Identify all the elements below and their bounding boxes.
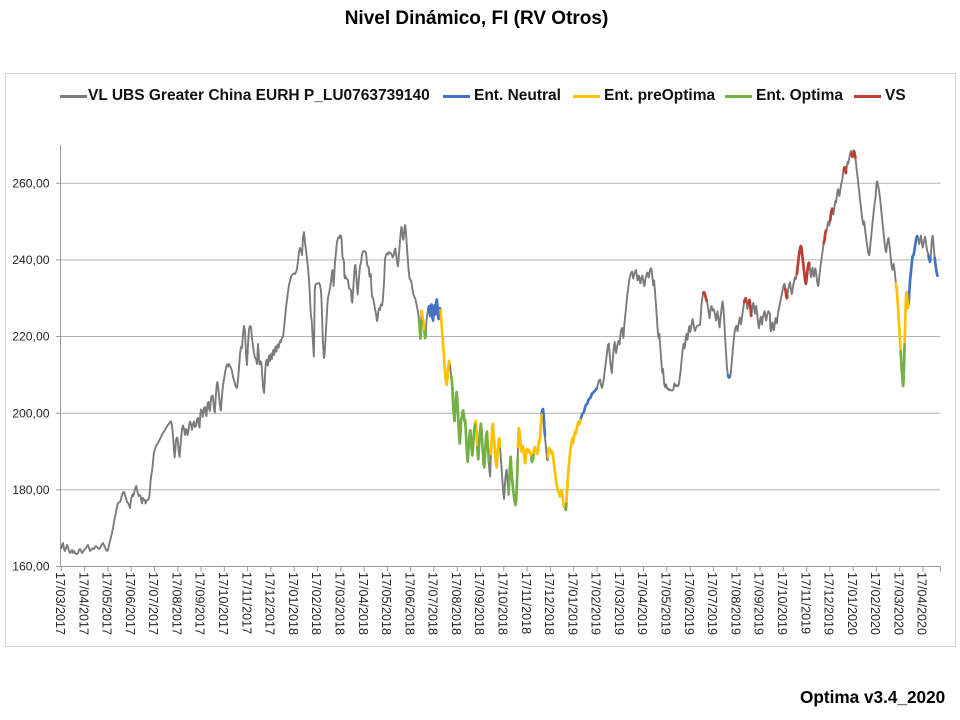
svg-text:17/12/2018: 17/12/2018 <box>542 572 556 635</box>
svg-text:17/11/2017: 17/11/2017 <box>239 572 253 634</box>
svg-text:17/04/2018: 17/04/2018 <box>356 572 370 635</box>
svg-text:17/08/2018: 17/08/2018 <box>449 572 463 635</box>
svg-text:17/08/2019: 17/08/2019 <box>728 572 742 635</box>
svg-text:17/04/2017: 17/04/2017 <box>76 572 90 635</box>
svg-text:17/04/2019: 17/04/2019 <box>635 572 649 635</box>
svg-text:260,00: 260,00 <box>12 176 49 190</box>
svg-text:17/12/2019: 17/12/2019 <box>822 572 836 635</box>
svg-text:17/02/2019: 17/02/2019 <box>589 572 603 635</box>
svg-text:17/05/2018: 17/05/2018 <box>379 572 393 635</box>
svg-text:17/12/2017: 17/12/2017 <box>263 572 277 635</box>
svg-text:17/03/2017: 17/03/2017 <box>53 572 67 635</box>
svg-text:17/10/2017: 17/10/2017 <box>216 572 230 635</box>
svg-text:17/09/2018: 17/09/2018 <box>472 572 486 635</box>
svg-text:17/02/2018: 17/02/2018 <box>309 572 323 635</box>
svg-text:17/01/2019: 17/01/2019 <box>565 572 579 635</box>
svg-text:17/04/2020: 17/04/2020 <box>915 572 929 635</box>
svg-text:17/09/2019: 17/09/2019 <box>752 572 766 635</box>
svg-text:17/11/2019: 17/11/2019 <box>798 572 812 634</box>
svg-text:17/08/2017: 17/08/2017 <box>169 572 183 635</box>
svg-text:17/02/2020: 17/02/2020 <box>868 572 882 635</box>
svg-text:220,00: 220,00 <box>12 330 49 344</box>
svg-text:17/11/2018: 17/11/2018 <box>519 572 533 634</box>
svg-text:17/06/2018: 17/06/2018 <box>402 572 416 635</box>
svg-text:17/07/2019: 17/07/2019 <box>705 572 719 635</box>
svg-text:17/01/2018: 17/01/2018 <box>286 572 300 635</box>
svg-text:240,00: 240,00 <box>12 253 49 267</box>
svg-text:17/10/2019: 17/10/2019 <box>775 572 789 635</box>
svg-text:200,00: 200,00 <box>12 406 49 420</box>
svg-text:17/06/2019: 17/06/2019 <box>682 572 696 635</box>
svg-text:17/03/2018: 17/03/2018 <box>333 572 347 635</box>
svg-text:17/07/2017: 17/07/2017 <box>146 572 160 635</box>
svg-text:17/03/2020: 17/03/2020 <box>891 572 905 635</box>
svg-text:17/01/2020: 17/01/2020 <box>845 572 859 635</box>
svg-text:160,00: 160,00 <box>12 560 49 574</box>
svg-text:17/06/2017: 17/06/2017 <box>123 572 137 635</box>
svg-text:17/03/2019: 17/03/2019 <box>612 572 626 635</box>
svg-text:17/05/2017: 17/05/2017 <box>100 572 114 635</box>
svg-text:180,00: 180,00 <box>12 483 49 497</box>
svg-text:17/05/2019: 17/05/2019 <box>659 572 673 635</box>
svg-text:17/10/2018: 17/10/2018 <box>496 572 510 635</box>
svg-text:17/07/2018: 17/07/2018 <box>426 572 440 635</box>
svg-text:17/09/2017: 17/09/2017 <box>193 572 207 635</box>
